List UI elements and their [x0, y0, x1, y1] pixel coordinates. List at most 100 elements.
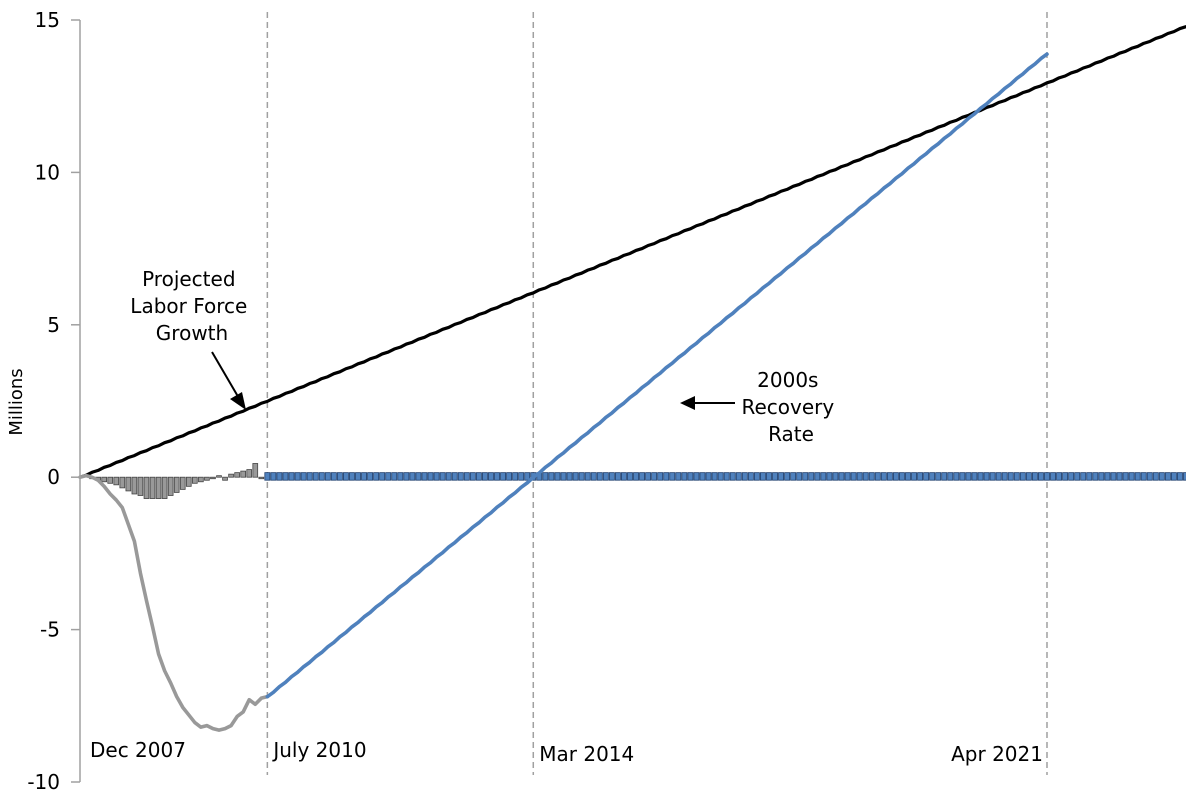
zero-bar-164	[1068, 472, 1075, 481]
zero-bar-150	[983, 472, 990, 481]
zero-bar-120	[802, 472, 809, 481]
zero-bar-60	[439, 472, 446, 481]
zero-bar-169	[1098, 472, 1105, 481]
zero-bar-70	[500, 472, 506, 481]
zero-bar-99	[675, 472, 682, 481]
zero-bar-49	[373, 472, 380, 481]
zero-bar-165	[1074, 472, 1081, 481]
zero-bar-64	[463, 472, 470, 481]
zero-bar-103	[699, 472, 706, 481]
zero-bar-90	[620, 472, 627, 481]
zero-bar-40	[318, 472, 325, 481]
zero-bar-69	[494, 472, 500, 481]
change-bar-28	[258, 476, 265, 480]
change-bar-2	[101, 476, 107, 483]
zero-bar-39	[312, 472, 319, 481]
zero-bar-92	[633, 472, 639, 481]
annotation-labor-force-line-1: Projected	[142, 267, 235, 291]
zero-bar-95	[651, 472, 658, 481]
zero-bar-123	[820, 472, 827, 481]
change-bar-27	[252, 463, 259, 478]
zero-bar-141	[929, 472, 936, 481]
change-bar-22	[222, 476, 228, 481]
y-axis-label: Millions	[6, 368, 27, 435]
zero-bar-100	[681, 472, 688, 481]
zero-bar-59	[433, 472, 440, 481]
x-marker-label-3: Apr 2021	[951, 742, 1043, 766]
zero-bar-149	[977, 472, 984, 481]
zero-bar-33	[276, 472, 283, 481]
zero-bar-62	[451, 472, 458, 481]
zero-bar-163	[1062, 472, 1069, 481]
zero-bar-118	[790, 472, 797, 481]
zero-bar-121	[808, 472, 815, 481]
zero-bar-174	[1128, 472, 1135, 481]
series-lines	[78, 25, 1186, 732]
marker-lines	[266, 12, 1048, 775]
annotation-labor-force-line-3: Growth	[156, 321, 228, 345]
zero-bar-181	[1170, 472, 1177, 481]
zero-bar-166	[1080, 472, 1087, 481]
zero-bar-114	[766, 472, 772, 481]
zero-bar-177	[1146, 472, 1153, 481]
zero-bar-78	[548, 472, 555, 481]
zero-bar-34	[282, 472, 289, 481]
zero-bar-175	[1134, 472, 1141, 481]
zero-bar-83	[578, 472, 585, 481]
change-bar-17	[192, 476, 198, 484]
zero-bar-178	[1152, 472, 1159, 481]
zero-bar-133	[880, 472, 887, 481]
zero-bar-167	[1086, 472, 1093, 481]
zero-bar-127	[844, 472, 851, 481]
zero-bar-98	[669, 472, 676, 481]
change-bar-16	[185, 476, 192, 487]
zero-bar-145	[953, 472, 960, 481]
zero-bar-96	[657, 472, 664, 481]
zero-bar-110	[741, 472, 748, 481]
zero-bar-138	[911, 472, 917, 481]
zero-bar-44	[342, 472, 349, 481]
change-bar-20	[210, 476, 216, 480]
zero-bar-109	[735, 472, 742, 481]
zero-bar-128	[850, 472, 857, 481]
zero-bar-160	[1044, 472, 1050, 481]
zero-bar-134	[886, 472, 893, 481]
zero-bar-179	[1158, 472, 1165, 481]
zero-bar-61	[445, 472, 452, 481]
zero-bar-117	[784, 472, 791, 481]
zero-bar-161	[1050, 472, 1056, 481]
zero-bar-111	[747, 472, 754, 481]
annotation-recovery-rate-arrowhead	[680, 396, 695, 410]
change-bar-10	[149, 476, 156, 499]
zero-bar-93	[639, 472, 646, 481]
zero-bar-148	[971, 472, 978, 481]
annotation-recovery-rate-line-2: Recovery	[741, 395, 834, 419]
zero-bar-135	[892, 472, 899, 481]
zero-bar-151	[989, 472, 996, 481]
change-bar-23	[228, 473, 234, 478]
zero-bar-32	[270, 472, 277, 481]
x-marker-label-1: July 2010	[271, 738, 366, 762]
zero-bar-183	[1183, 472, 1186, 481]
zero-bar-152	[995, 472, 1002, 481]
zero-bar-97	[663, 472, 670, 481]
zero-bar-182	[1177, 472, 1183, 481]
change-bar-13	[167, 476, 174, 496]
zero-bar-129	[856, 472, 863, 481]
zero-bar-43	[336, 472, 343, 481]
zero-bar-31	[264, 472, 271, 481]
change-bar-8	[137, 476, 144, 496]
zero-bar-73	[518, 472, 525, 481]
zero-bar-156	[1019, 472, 1026, 481]
change-bar-6	[125, 476, 132, 492]
zero-bar-42	[330, 472, 337, 481]
zero-bar-101	[687, 472, 694, 481]
y-tick-label-3: 0	[47, 465, 60, 489]
zero-bar-81	[566, 472, 573, 481]
zero-bar-74	[524, 472, 531, 481]
zero-bar-168	[1092, 472, 1099, 481]
zero-bar-86	[596, 472, 603, 481]
zero-bar-53	[397, 472, 404, 481]
zero-bar-144	[947, 472, 954, 481]
zero-bar-57	[421, 472, 428, 481]
